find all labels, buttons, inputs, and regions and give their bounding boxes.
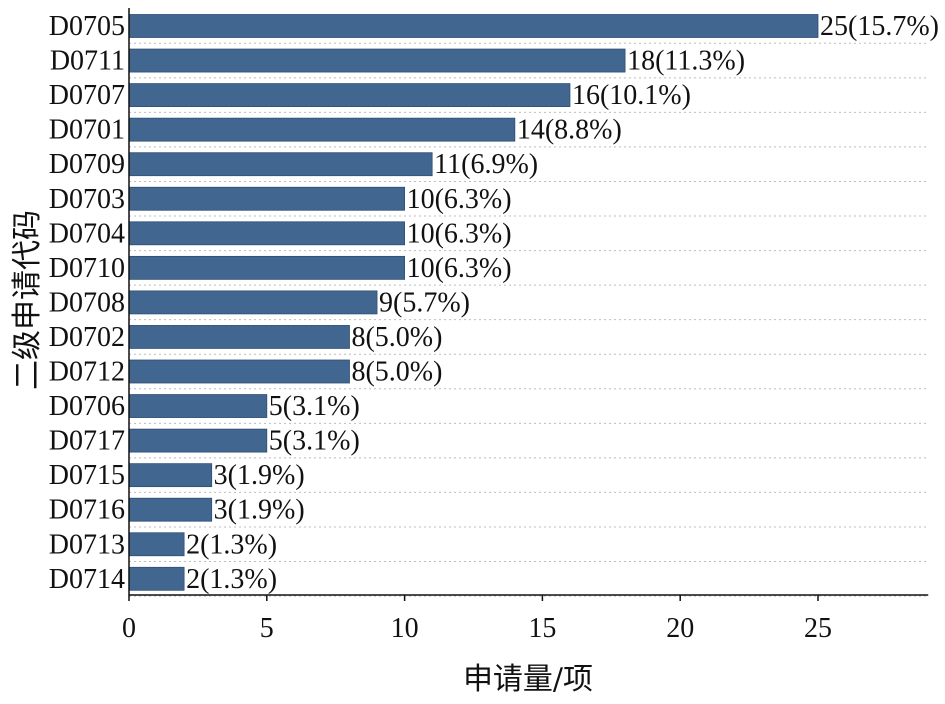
- bar-D0707: [128, 83, 571, 107]
- category-label-D0716: D0716: [49, 495, 125, 526]
- category-label-D0706: D0706: [49, 391, 125, 422]
- category-label-D0717: D0717: [49, 426, 125, 457]
- value-label-D0709: 11(6.9%): [434, 149, 538, 180]
- y-axis-title: 二级申请代码: [10, 210, 45, 390]
- value-label-D0713: 2(1.3%): [186, 529, 277, 560]
- grid-lines: [129, 42, 929, 597]
- value-label-D0705: 25(15.7%): [820, 11, 939, 42]
- category-label-D0702: D0702: [49, 322, 125, 353]
- x-tick-label: 5: [260, 613, 274, 644]
- axes: [128, 8, 929, 596]
- x-ticks: 0 5 10 15 20 25: [122, 595, 832, 644]
- value-label-D0715: 3(1.9%): [214, 460, 305, 491]
- value-label-D0701: 14(8.8%): [517, 115, 622, 146]
- bar-D0706: [128, 394, 268, 418]
- category-label-D0713: D0713: [49, 529, 125, 560]
- bar-D0708: [128, 290, 378, 315]
- x-tick-label: 15: [528, 613, 556, 644]
- value-label-D0706: 5(3.1%): [269, 391, 360, 422]
- category-label-D0709: D0709: [49, 149, 125, 180]
- value-label-D0708: 9(5.7%): [379, 287, 470, 318]
- x-axis-title: 申请量/项: [462, 662, 594, 697]
- category-label-D0715: D0715: [49, 460, 125, 491]
- bar-D0701: [128, 117, 516, 142]
- bar-D0710: [128, 255, 406, 280]
- value-label-D0716: 3(1.9%): [214, 495, 305, 526]
- value-labels: 25(15.7%) 18(11.3%)16(10.1%) 14(8.8%)11(6.…: [186, 11, 939, 595]
- bar-D0712: [128, 359, 350, 384]
- value-label-D0712: 8(5.0%): [351, 357, 442, 388]
- value-label-D0717: 5(3.1%): [269, 426, 360, 457]
- bar-D0703: [128, 186, 406, 211]
- bar-D0711: [128, 48, 626, 73]
- y-axis-title-wrap: 二级申请代码: [2, 0, 46, 600]
- category-label-D0708: D0708: [49, 287, 125, 318]
- value-label-D0714: 2(1.3%): [186, 564, 277, 595]
- category-label-D0704: D0704: [49, 218, 125, 249]
- category-label-D0714: D0714: [49, 564, 125, 595]
- bar-D0702: [128, 325, 350, 349]
- x-tick-label: 20: [666, 613, 694, 644]
- category-label-D0703: D0703: [49, 184, 125, 215]
- bar-D0705: [128, 14, 819, 38]
- category-label-D0707: D0707: [49, 80, 125, 111]
- bar-D0715: [128, 463, 213, 488]
- category-label-D0712: D0712: [49, 357, 125, 388]
- value-label-D0707: 16(10.1%): [572, 80, 691, 111]
- value-label-D0710: 10(6.3%): [407, 253, 512, 284]
- value-label-D0702: 8(5.0%): [351, 322, 442, 353]
- bar-D0717: [128, 428, 268, 453]
- bars: [128, 14, 819, 591]
- category-label-D0711: D0711: [50, 46, 125, 77]
- category-label-D0701: D0701: [49, 115, 125, 146]
- value-label-D0703: 10(6.3%): [407, 184, 512, 215]
- bar-D0714: [128, 566, 185, 591]
- value-label-D0704: 10(6.3%): [407, 218, 512, 249]
- category-label-D0705: D0705: [49, 11, 125, 42]
- x-tick-label: 10: [391, 613, 419, 644]
- category-label-D0710: D0710: [49, 253, 125, 284]
- bar-D0704: [128, 221, 406, 246]
- x-tick-label: 25: [804, 613, 832, 644]
- bar-D0713: [128, 532, 185, 557]
- bar-D0709: [128, 152, 433, 177]
- value-label-D0711: 18(11.3%): [627, 46, 745, 77]
- bar-D0716: [128, 497, 213, 522]
- x-tick-label: 0: [122, 613, 136, 644]
